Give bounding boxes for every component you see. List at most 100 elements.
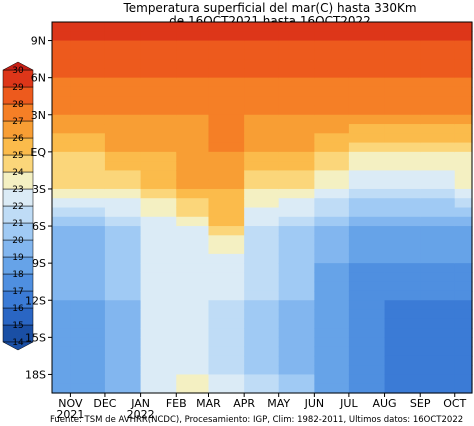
heatmap-cell [454, 290, 473, 301]
heatmap-cell [104, 309, 142, 320]
heatmap-cell [348, 170, 386, 181]
heatmap-cell [208, 86, 245, 97]
colorbar-max-arrow [2, 61, 34, 71]
heatmap-cell [52, 300, 72, 311]
heatmap-cell [208, 355, 245, 366]
heatmap-cell [208, 133, 245, 144]
heatmap-cell [244, 263, 280, 274]
heatmap-cell [70, 216, 106, 227]
heatmap-cell [384, 96, 421, 107]
heatmap-cell [244, 198, 280, 209]
heatmap-cell [244, 383, 280, 394]
heatmap-cell [104, 244, 142, 255]
heatmap-cell [176, 207, 210, 218]
colorbar-label: 26 [12, 134, 24, 144]
heatmap-cell [176, 226, 210, 236]
heatmap-cell [176, 49, 210, 60]
colorbar-label: 16 [12, 304, 24, 314]
heatmap-cell [420, 207, 456, 218]
heatmap-cell [176, 179, 210, 190]
heatmap-cell [140, 40, 177, 51]
heatmap-cell [208, 198, 245, 209]
heatmap-cell [176, 328, 210, 338]
heatmap-cell [278, 253, 315, 264]
heatmap-cell [314, 151, 350, 162]
heatmap-cell [244, 77, 280, 88]
heatmap-cell [208, 235, 245, 246]
heatmap-cell [384, 355, 421, 366]
heatmap-cell [278, 188, 315, 199]
heatmap-cell [140, 253, 177, 264]
heatmap-cell [70, 281, 106, 292]
heatmap-cell [278, 161, 315, 172]
heatmap-cell [384, 170, 421, 181]
heatmap-cell [384, 328, 421, 338]
heatmap-cell [70, 309, 106, 320]
heatmap-cell [208, 22, 245, 32]
heatmap-cell [314, 179, 350, 190]
x-tick-label: OCT [443, 397, 466, 410]
heatmap-cell [420, 253, 456, 264]
heatmap-cell [70, 355, 106, 366]
heatmap-cell [208, 328, 245, 338]
heatmap-cell [454, 300, 473, 311]
heatmap-cell [314, 346, 350, 357]
heatmap-cell [176, 151, 210, 162]
heatmap-cell [70, 22, 106, 32]
heatmap-cell [52, 40, 72, 51]
heatmap-cell [176, 124, 210, 134]
heatmap-cell [52, 216, 72, 227]
heatmap-cell [314, 272, 350, 283]
heatmap-cell [208, 346, 245, 357]
heatmap-cell [384, 337, 421, 348]
heatmap-cell [314, 226, 350, 236]
colorbar-label: 27 [12, 117, 23, 127]
heatmap-cell [104, 374, 142, 385]
heatmap-cell [244, 328, 280, 338]
heatmap-cell [454, 244, 473, 255]
heatmap-cell [52, 365, 72, 376]
heatmap-cell [52, 188, 72, 199]
heatmap-cell [454, 151, 473, 162]
heatmap-cell [70, 68, 106, 79]
heatmap-cell [176, 198, 210, 209]
heatmap-cell [348, 263, 386, 274]
heatmap-cell [278, 179, 315, 190]
heatmap-cell [140, 151, 177, 162]
heatmap-cell [70, 151, 106, 162]
heatmap-cell [176, 281, 210, 292]
heatmap-cell [420, 374, 456, 385]
heatmap-cell [208, 318, 245, 329]
heatmap-cell [104, 253, 142, 264]
heatmap-cell [208, 281, 245, 292]
heatmap-cell [278, 49, 315, 60]
heatmap-cell [52, 383, 72, 394]
heatmap-cell [348, 328, 386, 338]
heatmap-cell [52, 151, 72, 162]
heatmap-cell [420, 355, 456, 366]
heatmap-cell [244, 49, 280, 60]
x-tick-label: AUG [372, 397, 396, 410]
heatmap-cell [70, 105, 106, 116]
heatmap-cell [348, 365, 386, 376]
heatmap-cell [348, 77, 386, 88]
heatmap-cell [314, 114, 350, 125]
heatmap-cell [348, 235, 386, 246]
heatmap-cell [52, 142, 72, 153]
heatmap-cell [278, 59, 315, 69]
heatmap-cell [420, 114, 456, 125]
heatmap-cell [70, 383, 106, 394]
heatmap-cell [176, 105, 210, 116]
heatmap-cell [348, 22, 386, 32]
heatmap-cell [314, 309, 350, 320]
heatmap-cell [278, 170, 315, 181]
heatmap-cell [52, 179, 72, 190]
heatmap-cell [176, 22, 210, 32]
heatmap-cell [314, 68, 350, 79]
heatmap-cell [244, 59, 280, 69]
heatmap-cell [208, 253, 245, 264]
heatmap-cell [176, 133, 210, 144]
heatmap-cell [420, 365, 456, 376]
heatmap-cell [70, 40, 106, 51]
heatmap-cell [140, 318, 177, 329]
